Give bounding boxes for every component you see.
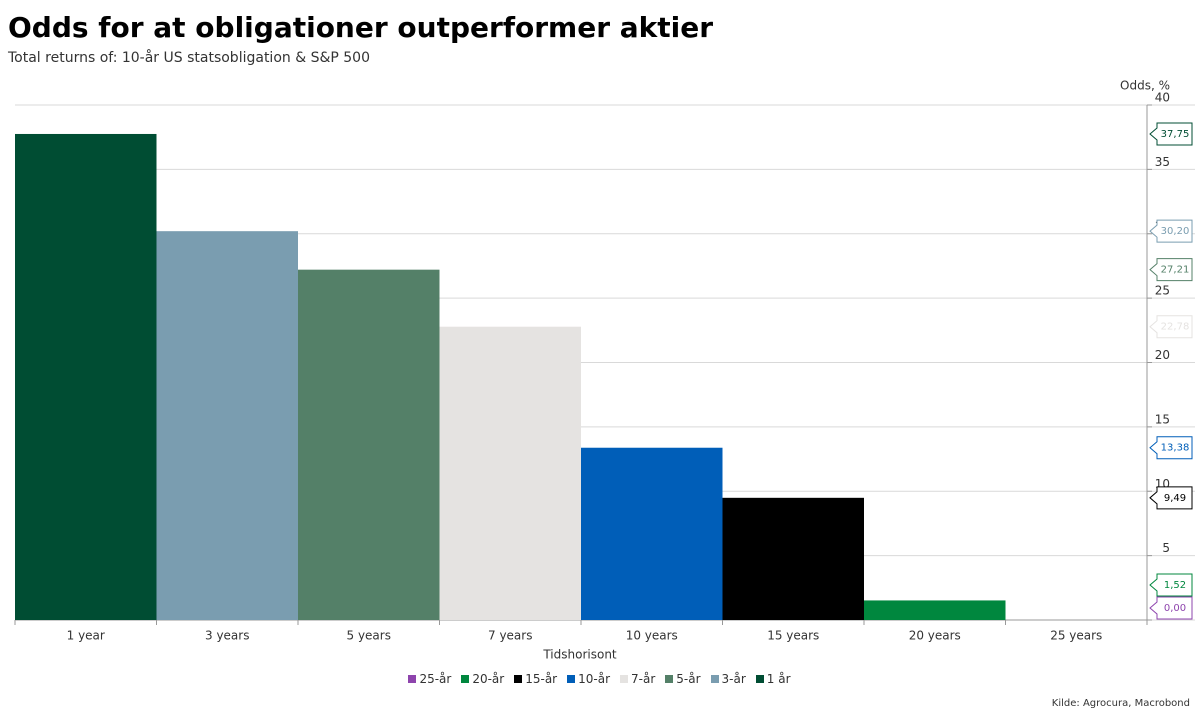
y-tick-label: 15 xyxy=(1155,412,1170,426)
y-axis-label: Odds, % xyxy=(1120,79,1170,93)
legend-label: 3-år xyxy=(721,672,746,686)
legend-swatch xyxy=(665,675,674,683)
value-label: 13,38 xyxy=(1161,443,1190,454)
value-label-box xyxy=(1149,122,1193,146)
legend: 25-år 20-år 15-år 10-år 7-år 5-år 3-år 1 år xyxy=(0,672,1199,686)
legend-item: 10-år xyxy=(567,672,610,686)
legend-label: 5-år xyxy=(676,672,701,686)
y-tick-label: 20 xyxy=(1155,348,1170,362)
legend-swatch xyxy=(567,675,576,683)
y-tick-label: 25 xyxy=(1155,284,1170,298)
x-tick-label: 15 years xyxy=(767,629,819,643)
value-label: 27,21 xyxy=(1161,265,1190,276)
value-label: 22,78 xyxy=(1161,322,1190,333)
legend-swatch xyxy=(710,675,719,683)
bar xyxy=(864,600,1006,620)
legend-swatch xyxy=(408,675,417,683)
legend-item: 15-år xyxy=(514,672,557,686)
legend-label: 25-år xyxy=(419,672,452,686)
value-label-box xyxy=(1149,596,1193,620)
value-label: 37,75 xyxy=(1161,129,1190,140)
y-tick-label: 40 xyxy=(1155,91,1170,105)
legend-label: 10-år xyxy=(578,672,610,686)
value-label: 0,00 xyxy=(1164,603,1186,614)
legend-item: 25-år xyxy=(408,672,451,686)
x-axis-label: Tidshorisont xyxy=(542,648,617,662)
y-tick-label: 35 xyxy=(1155,155,1170,169)
bar xyxy=(298,269,440,620)
value-label-box xyxy=(1149,486,1193,510)
bar xyxy=(439,326,581,620)
legend-label: 7-år xyxy=(631,672,656,686)
chart-title: Odds for at obligationer outperformer ak… xyxy=(8,11,713,44)
value-label: 9,49 xyxy=(1164,493,1186,504)
legend-item: 5-år xyxy=(665,672,701,686)
legend-item: 20-år xyxy=(461,672,504,686)
bar xyxy=(581,447,723,620)
legend-item: 7-år xyxy=(620,672,655,686)
legend-label: 20-år xyxy=(472,672,505,686)
value-label-box xyxy=(1149,436,1193,460)
legend-swatch xyxy=(514,675,523,683)
x-tick-label: 10 years xyxy=(626,629,678,643)
x-tick-label: 20 years xyxy=(909,629,961,643)
chart-subtitle: Total returns of: 10-år US statsobligati… xyxy=(7,49,370,66)
legend-item: 3-år xyxy=(710,672,746,686)
value-label-box xyxy=(1149,315,1193,339)
value-label-box xyxy=(1149,258,1193,282)
y-tick-label: 5 xyxy=(1162,541,1170,555)
legend-swatch xyxy=(755,675,764,683)
x-tick-label: 3 years xyxy=(205,629,249,643)
bar xyxy=(15,133,157,620)
x-tick-label: 5 years xyxy=(347,629,391,643)
value-label-box xyxy=(1149,219,1193,243)
legend-swatch xyxy=(461,675,470,683)
bar xyxy=(722,497,864,620)
source: Kilde: Agrocura, Macrobond xyxy=(1052,698,1190,709)
value-label: 1,52 xyxy=(1164,580,1186,591)
legend-swatch xyxy=(620,675,628,683)
x-tick-label: 1 year xyxy=(67,629,105,643)
value-label: 30,20 xyxy=(1161,226,1190,237)
legend-label: 1 år xyxy=(766,672,791,686)
value-label-box xyxy=(1149,573,1193,597)
legend-item: 1 år xyxy=(755,672,791,686)
x-tick-label: 25 years xyxy=(1050,629,1102,643)
legend-label: 15-år xyxy=(525,672,558,686)
x-tick-label: 7 years xyxy=(488,629,532,643)
bar xyxy=(156,231,298,621)
